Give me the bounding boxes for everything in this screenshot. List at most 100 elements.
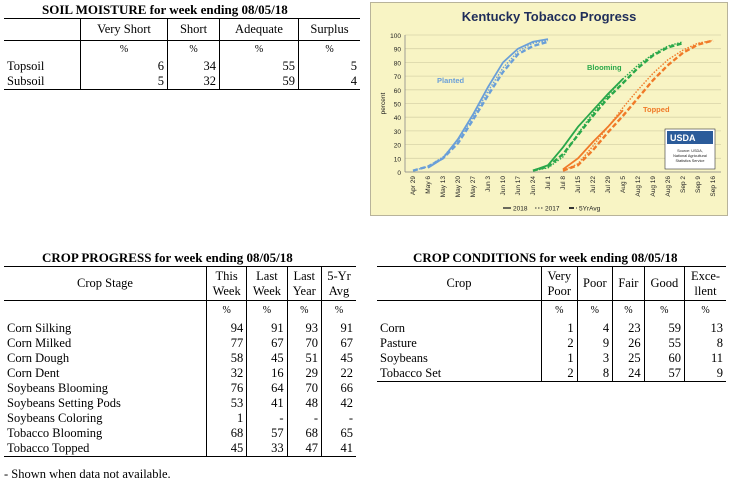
cell-value: 67 — [320, 335, 356, 351]
x-tick-label: Jun 3 — [485, 176, 492, 192]
cell-value: 65 — [320, 425, 356, 441]
x-tick-label: Jun 10 — [500, 176, 507, 196]
table-row: Soybeans Coloring 1- - - — [4, 410, 356, 426]
cell-value: 34 — [167, 58, 220, 74]
cell-value: - — [286, 410, 322, 426]
source-text: Statistics Service — [676, 159, 705, 163]
cell-value: 68 — [286, 425, 322, 441]
x-tick-label: May 27 — [470, 176, 477, 198]
source-text: Source: USDA, — [677, 149, 703, 153]
col-header-line: This — [215, 268, 238, 283]
cell-value: 47 — [286, 440, 322, 456]
soil-col-header: Adequate — [219, 18, 299, 41]
cell-value: 1 — [541, 320, 578, 336]
usda-logo — [667, 131, 713, 144]
crop-header: Crop — [446, 276, 472, 290]
x-tick-label: Jul 22 — [590, 176, 597, 194]
cell-value: 59 — [219, 73, 299, 89]
row-label: Soybeans Setting Pods — [7, 395, 121, 410]
pct-symbol: % — [205, 300, 247, 321]
y-tick-label: 60 — [394, 88, 402, 95]
series-line-planted-5yravg — [412, 40, 549, 172]
cell-value: 32 — [167, 73, 220, 89]
col-header-line: Poor — [547, 283, 572, 298]
cell-value: 22 — [320, 365, 356, 381]
cell-value: 42 — [320, 395, 356, 411]
y-tick-label: 10 — [394, 156, 402, 163]
col-header-very-poor: Very Poor — [541, 266, 578, 301]
footnote: - Shown when data not available. — [4, 467, 171, 481]
soil-col-header: Surplus — [298, 18, 360, 41]
cell-value: 77 — [205, 335, 247, 351]
pct-symbol: % — [246, 300, 288, 321]
pct-symbol: % — [286, 300, 322, 321]
cell-value: 2 — [541, 365, 578, 381]
crop-conditions-table: Crop Very Poor Poor Fair Good Exce- llen… — [377, 266, 726, 382]
col-header-last-week: Last Week — [246, 266, 288, 301]
row-label: Pasture — [380, 335, 417, 350]
cell-value: 53 — [205, 395, 247, 411]
x-tick-label: Jul 8 — [560, 176, 567, 190]
cell-value: 91 — [246, 320, 288, 336]
row-label: Subsoil — [7, 73, 45, 88]
x-tick-label: Jun 24 — [530, 176, 537, 196]
cell-value: 94 — [205, 320, 247, 336]
y-tick-label: 80 — [394, 60, 402, 67]
x-tick-label: Jul 1 — [545, 176, 552, 190]
cell-value: - — [320, 410, 356, 426]
cell-value: 33 — [246, 440, 288, 456]
cell-value: 4 — [576, 320, 613, 336]
cell-value: 45 — [246, 350, 288, 366]
pct-symbol: % — [576, 300, 613, 321]
y-tick-label: 50 — [394, 102, 402, 109]
row-label: Soybeans Blooming — [7, 380, 109, 395]
col-header-last-year: Last Year — [286, 266, 322, 301]
series-annotation: Topped — [643, 105, 670, 114]
table-row: Corn Silking 94 91 93 91 — [4, 320, 356, 336]
y-axis-label: percent — [380, 92, 387, 114]
series-line-topped-2017 — [562, 39, 714, 172]
cell-value: 70 — [286, 380, 322, 396]
series-line-topped-2018 — [562, 109, 624, 171]
row-label: Corn Dent — [7, 365, 60, 380]
pct-symbol: % — [541, 300, 578, 321]
cell-value: 9 — [576, 335, 613, 351]
cell-value: 24 — [612, 365, 645, 381]
soil-corner-cell — [4, 19, 81, 41]
cell-value: 25 — [612, 350, 645, 366]
col-header-excellent: Exce- llent — [684, 266, 726, 301]
table-row: Corn Milked 77 67 70 67 — [4, 335, 356, 351]
row-label: Corn Silking — [7, 320, 72, 335]
col-header-fair: Fair — [612, 266, 645, 301]
cell-value: 26 — [612, 335, 645, 351]
cell-value: 48 — [286, 395, 322, 411]
pct-symbol: % — [320, 300, 356, 321]
row-label: Corn Milked — [7, 335, 72, 350]
col-header-line: Last — [256, 268, 278, 283]
cell-value: 8 — [684, 335, 726, 351]
col-header-this-week: This Week — [205, 266, 247, 301]
table-row: Tobacco Set 2 8 24 57 9 — [377, 365, 726, 381]
col-header-line: llent — [694, 283, 717, 298]
cell-value: 4 — [298, 73, 360, 89]
cell-value: 93 — [286, 320, 322, 336]
table-row: Corn 1 4 23 59 13 — [377, 320, 726, 336]
col-header-line: Year — [292, 283, 316, 298]
soil-col-header: Very Short — [80, 18, 168, 41]
cell-value: 70 — [286, 335, 322, 351]
legend-entry: 2018 — [513, 206, 528, 213]
cell-value: 55 — [643, 335, 685, 351]
row-label: Corn — [380, 320, 405, 335]
cell-value: 41 — [246, 395, 288, 411]
crop-progress-title: CROP PROGRESS for week ending 08/05/18 — [42, 250, 293, 265]
row-label: Corn Dough — [7, 350, 70, 365]
cell-value: 3 — [576, 350, 613, 366]
table-row: Topsoil 6 34 55 5 — [4, 58, 360, 74]
soil-col-header: Short — [167, 18, 220, 41]
col-header-good: Good — [643, 266, 685, 301]
cell-value: 68 — [205, 425, 247, 441]
x-tick-label: Aug 19 — [650, 176, 657, 197]
x-tick-label: May 13 — [440, 176, 447, 198]
table-row: Soybeans 1 3 25 60 11 — [377, 350, 726, 366]
cell-value: 1 — [541, 350, 578, 366]
